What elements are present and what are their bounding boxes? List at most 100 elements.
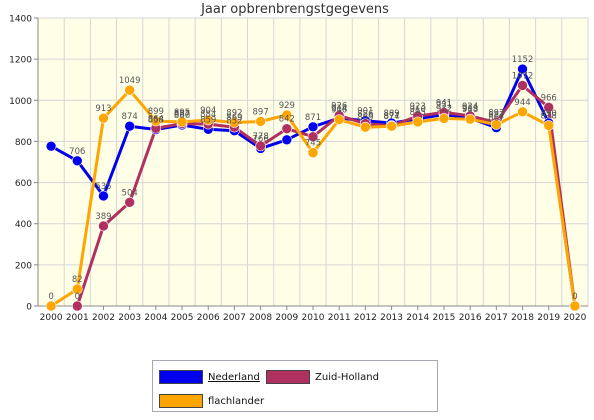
data-label-zuid-holland: 778 (253, 132, 269, 142)
legend-item-flachlander[interactable]: flachlander (159, 393, 264, 409)
data-label-zuid-holland: 0 (75, 292, 80, 302)
x-tick-label: 2010 (302, 313, 325, 323)
x-tick-label: 2009 (275, 313, 298, 323)
y-tick-label: 0 (26, 303, 32, 313)
data-label-zuid-holland: 941 (436, 98, 452, 108)
data-label-flachlander: 944 (514, 98, 530, 108)
data-label-flachlander: 895 (410, 108, 426, 118)
x-tick-label: 2014 (406, 313, 429, 323)
y-tick-label: 200 (15, 261, 32, 271)
data-point-nederland (517, 63, 528, 75)
data-point-flachlander (543, 120, 555, 131)
data-point-flachlander (491, 119, 502, 130)
data-label-nederland: 931 (436, 100, 452, 110)
data-label-flachlander: 904 (200, 106, 216, 116)
data-point-zuid-holland (307, 131, 319, 142)
x-tick-label: 2016 (459, 313, 482, 323)
y-tick-label: 1200 (9, 56, 32, 66)
x-tick-label: 2003 (118, 313, 141, 323)
data-point-flachlander (255, 116, 266, 127)
data-point-zuid-holland (124, 197, 135, 208)
data-point-flachlander (386, 120, 397, 132)
data-point-flachlander (202, 114, 214, 126)
data-label-zuid-holland: 877 (383, 112, 399, 122)
data-label-flachlander: 745 (305, 139, 321, 149)
data-label-flachlander: 1049 (119, 76, 141, 86)
data-point-zuid-holland (517, 80, 528, 91)
data-label-flachlander: 929 (279, 101, 295, 111)
data-label-nederland: 858 (148, 115, 164, 125)
data-label-nederland: 913 (462, 104, 478, 114)
data-point-nederland (281, 134, 293, 146)
data-point-flachlander (281, 109, 293, 121)
legend-label-nederland[interactable]: Nederland (208, 371, 260, 383)
data-point-nederland (307, 121, 319, 133)
data-label-zuid-holland: 923 (410, 102, 426, 112)
data-label-flachlander: 0 (48, 292, 53, 302)
data-label-nederland: 867 (488, 114, 504, 124)
x-tick-label: 2019 (537, 313, 560, 323)
data-label-flachlander: 899 (148, 107, 164, 117)
data-label-zuid-holland: 887 (174, 110, 190, 120)
y-tick-label: 600 (15, 179, 32, 189)
data-label-flachlander: 878 (541, 111, 557, 121)
data-label-zuid-holland: 892 (488, 109, 504, 119)
data-point-flachlander (464, 113, 476, 125)
data-point-flachlander (569, 300, 581, 312)
legend-swatch-nederland (159, 370, 203, 384)
data-label-flachlander: 906 (331, 106, 347, 116)
x-tick-label: 2012 (354, 313, 377, 323)
data-point-nederland (71, 155, 83, 167)
x-tick-label: 2004 (144, 313, 167, 323)
data-label-flachlander: 874 (383, 112, 399, 122)
x-tick-label: 2008 (249, 313, 272, 323)
data-label-flachlander: 82 (72, 275, 83, 285)
data-point-flachlander (176, 116, 188, 128)
data-point-nederland (45, 140, 57, 152)
legend-label-zuid-holland: Zuid-Holland (315, 371, 379, 383)
data-point-zuid-holland (281, 123, 293, 134)
x-tick-label: 2015 (432, 313, 455, 323)
x-tick-label: 2020 (563, 313, 586, 323)
chart-legend: Nederland Zuid-Holland flachlander (152, 360, 438, 412)
legend-swatch-zuid-holland (266, 370, 310, 384)
y-tick-label: 800 (15, 138, 32, 148)
data-label-nederland: 880 (174, 111, 190, 121)
legend-item-zuid-holland[interactable]: Zuid-Holland (266, 369, 379, 385)
data-point-nederland (98, 190, 109, 202)
data-point-flachlander (333, 114, 345, 125)
x-tick-label: 2013 (380, 313, 403, 323)
data-label-flachlander: 908 (462, 105, 478, 115)
data-point-flachlander (517, 106, 528, 118)
data-label-nederland: 901 (357, 107, 373, 117)
legend-item-nederland[interactable]: Nederland (159, 369, 260, 385)
data-label-flachlander: 912 (436, 104, 452, 114)
data-label-zuid-holland: 886 (357, 110, 373, 120)
data-label-zuid-holland: 924 (462, 102, 478, 112)
data-label-flachlander: 895 (174, 108, 190, 118)
x-tick-label: 2000 (40, 313, 63, 323)
x-tick-label: 2011 (328, 313, 351, 323)
data-label-flachlander: 913 (95, 104, 111, 114)
legend-swatch-flachlander (159, 394, 203, 408)
data-label-flachlander: 897 (253, 107, 269, 117)
chart-title: Jaar opbrenbrengstgegevens (200, 2, 389, 17)
y-tick-label: 400 (15, 220, 32, 230)
data-label-zuid-holland: 869 (226, 113, 242, 123)
x-tick-label: 2017 (485, 313, 508, 323)
x-tick-label: 2006 (197, 313, 220, 323)
x-tick-label: 2007 (223, 313, 246, 323)
data-label-flachlander: 882 (488, 111, 504, 121)
y-tick-label: 1000 (9, 97, 32, 107)
data-point-zuid-holland (98, 220, 109, 232)
data-point-zuid-holland (543, 101, 555, 113)
data-label-nederland: 914 (331, 104, 347, 114)
data-label-zuid-holland: 884 (200, 110, 216, 120)
data-label-zuid-holland: 504 (122, 188, 138, 198)
data-point-nederland (124, 120, 135, 132)
data-point-flachlander (45, 300, 57, 312)
data-label-zuid-holland: 389 (95, 212, 111, 222)
data-label-flachlander: 892 (226, 109, 242, 119)
x-tick-label: 2002 (92, 313, 115, 323)
data-label-nederland: 766 (253, 134, 269, 144)
